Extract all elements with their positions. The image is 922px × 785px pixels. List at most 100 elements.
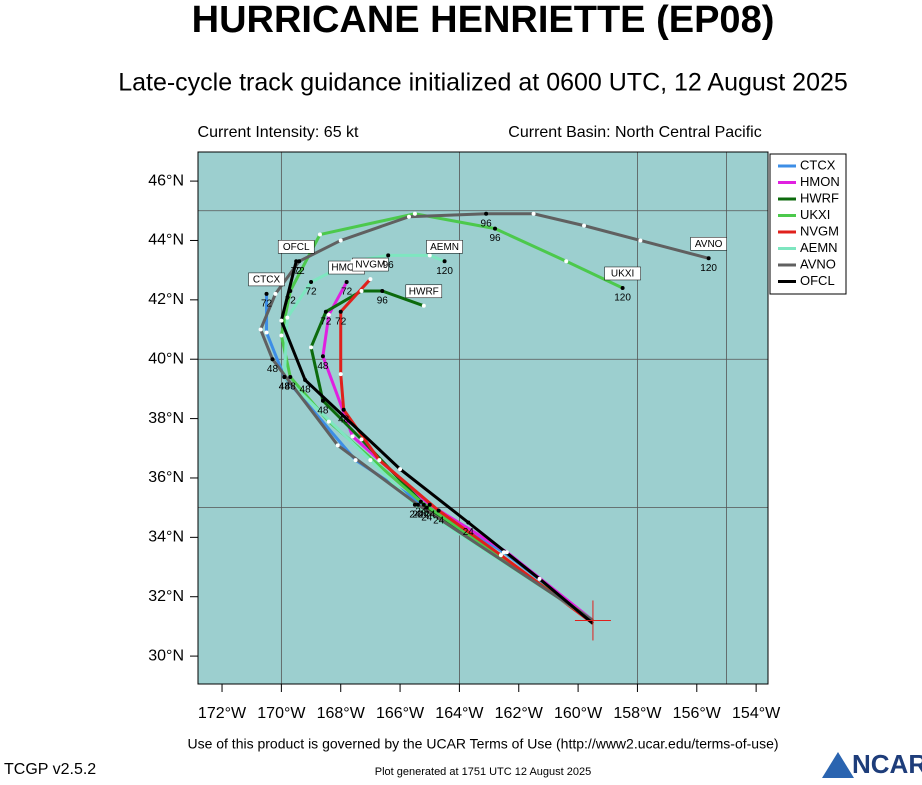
x-tick-label: 168°W xyxy=(317,705,366,722)
end-label: AEMN xyxy=(430,242,459,253)
logo: NCAR xyxy=(852,749,922,779)
x-tick-label: 170°W xyxy=(257,705,306,722)
x-tick-label: 162°W xyxy=(495,705,544,722)
track-point xyxy=(323,309,328,314)
legend-label: HMON xyxy=(800,174,840,189)
track-line xyxy=(258,212,710,622)
track-point xyxy=(427,502,432,507)
track-line xyxy=(282,253,594,622)
hour-label: 48 xyxy=(267,364,279,375)
hour-label: 48 xyxy=(317,405,329,416)
x-tick-label: 164°W xyxy=(435,705,484,722)
end-label: OFCL xyxy=(283,242,310,253)
track-point xyxy=(338,309,343,314)
track-point xyxy=(317,232,322,237)
track-point xyxy=(531,211,536,216)
track-point xyxy=(368,277,373,282)
end-label: NVGM xyxy=(355,260,385,271)
track-point xyxy=(320,398,325,403)
end-label: HMON xyxy=(331,263,362,274)
end-label-box xyxy=(248,272,285,287)
track-point xyxy=(285,315,290,320)
hour-label: 120 xyxy=(436,266,453,277)
track-point xyxy=(279,318,284,323)
end-label: UKXI xyxy=(611,269,634,280)
end-label-box xyxy=(405,284,443,299)
legend-label: AEMN xyxy=(800,240,838,255)
track-point xyxy=(412,211,417,216)
track-point xyxy=(442,259,447,264)
hour-label: 24 xyxy=(409,509,421,520)
hour-label: 120 xyxy=(700,263,717,274)
track-point xyxy=(415,502,420,507)
hour-label: 120 xyxy=(614,293,631,304)
track-point xyxy=(294,259,299,264)
track-point xyxy=(377,458,382,463)
plot-area xyxy=(198,152,768,684)
hour-label: 72 xyxy=(320,316,332,327)
hour-label: 72 xyxy=(261,299,273,310)
track-point xyxy=(297,259,302,264)
hour-label: 48 xyxy=(279,382,291,393)
hour-label: 72 xyxy=(341,287,353,298)
track-point xyxy=(564,259,569,264)
track-point xyxy=(335,443,340,448)
track-point xyxy=(258,327,263,332)
track-point xyxy=(326,419,331,424)
hour-label: 48 xyxy=(317,361,329,372)
track-point xyxy=(273,291,278,296)
track-point xyxy=(466,520,471,525)
track-point xyxy=(380,288,385,293)
track-point xyxy=(338,238,343,243)
hour-label: 24 xyxy=(463,527,475,538)
x-tick-label: 160°W xyxy=(554,705,603,722)
track-point xyxy=(498,553,503,558)
track-point xyxy=(421,502,426,507)
x-tick-label: 154°W xyxy=(732,705,781,722)
track-point xyxy=(350,434,355,439)
basin-note: Current Basin: North Central Pacific xyxy=(508,124,761,141)
track-point xyxy=(368,458,373,463)
track-point xyxy=(359,437,364,442)
hour-label: 48 xyxy=(300,385,312,396)
y-tick-label: 42°N xyxy=(148,291,184,308)
track-point xyxy=(620,285,625,290)
track-point xyxy=(582,223,587,228)
hour-label: 48 xyxy=(279,382,291,393)
hour-label: 96 xyxy=(489,233,501,244)
track-point xyxy=(504,550,509,555)
hour-label: 96 xyxy=(377,296,389,307)
track-point xyxy=(412,502,417,507)
track-point xyxy=(279,333,284,338)
hour-label: 24 xyxy=(424,509,436,520)
plot-frame xyxy=(197,151,769,685)
chart-subtitle: Late-cycle track guidance initialized at… xyxy=(118,69,848,97)
hour-label: 24 xyxy=(415,506,427,517)
y-tick-label: 46°N xyxy=(148,172,184,189)
track-point xyxy=(436,508,441,513)
track-point xyxy=(338,372,343,377)
hour-label: 72 xyxy=(335,316,347,327)
end-label-box xyxy=(690,237,727,251)
end-label: AVNO xyxy=(695,239,723,250)
end-label: CTCX xyxy=(253,275,281,286)
track-point xyxy=(406,214,411,219)
track-point xyxy=(398,467,403,472)
end-label: HWRF xyxy=(409,286,439,297)
hour-label: 72 xyxy=(285,296,297,307)
track-point xyxy=(282,375,287,380)
track-point xyxy=(501,550,506,555)
track-point xyxy=(427,253,432,258)
track-point xyxy=(424,505,429,510)
logo-mark xyxy=(822,752,854,778)
legend-label: NVGM xyxy=(800,223,839,238)
hour-label: 96 xyxy=(383,260,395,271)
x-tick-label: 166°W xyxy=(376,705,425,722)
y-tick-label: 34°N xyxy=(148,529,184,546)
x-tick-label: 172°W xyxy=(198,705,247,722)
track-point xyxy=(638,238,643,243)
legend-label: HWRF xyxy=(800,190,839,205)
legend-box xyxy=(769,153,847,295)
track-point xyxy=(706,256,711,261)
